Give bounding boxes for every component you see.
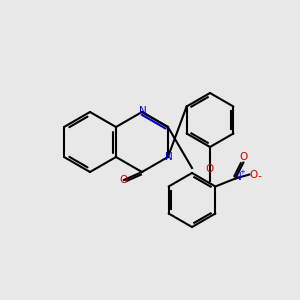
- Text: O: O: [239, 152, 247, 163]
- Text: N: N: [139, 106, 147, 116]
- Text: +: +: [239, 169, 245, 175]
- Text: O: O: [206, 164, 214, 174]
- Text: -: -: [257, 172, 261, 182]
- Text: N: N: [233, 172, 241, 182]
- Text: O: O: [120, 175, 128, 185]
- Text: O: O: [249, 169, 257, 179]
- Text: N: N: [165, 152, 173, 162]
